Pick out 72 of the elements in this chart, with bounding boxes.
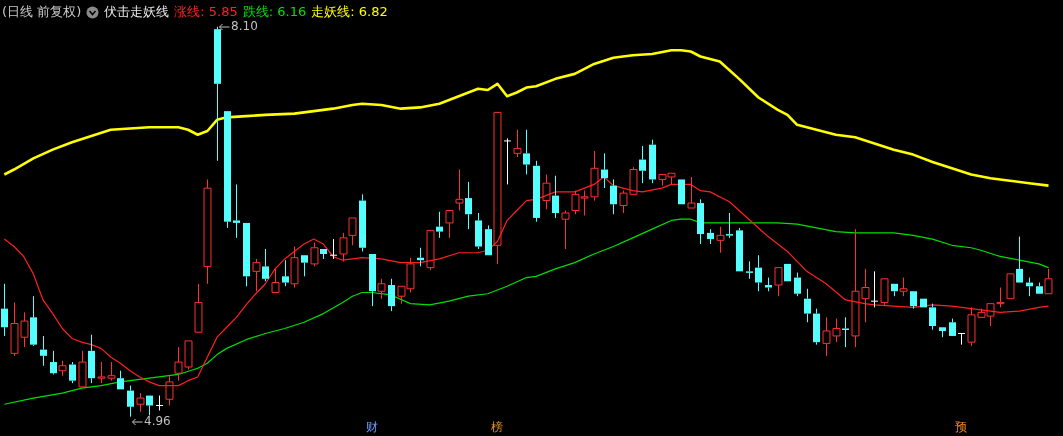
candlestick (552, 175, 559, 219)
candlestick (755, 254, 762, 292)
candlestick (513, 129, 522, 158)
candlestick (503, 137, 512, 185)
candlestick (1016, 236, 1023, 283)
candlestick (301, 255, 308, 277)
candlestick (50, 350, 57, 374)
candlestick (870, 270, 879, 308)
candlestick (146, 395, 153, 416)
annotation: 8.10 (231, 18, 258, 33)
candlestick (746, 260, 753, 280)
candlestick (957, 332, 966, 346)
candlestick (561, 210, 570, 250)
candlestick (891, 283, 898, 297)
candlestick (214, 26, 221, 162)
candlestick (69, 361, 76, 384)
candlestick (485, 224, 492, 256)
candlestick (493, 111, 502, 265)
candlestick (465, 181, 472, 230)
candlestick (716, 226, 725, 254)
candlestick (203, 178, 212, 285)
candlestick (523, 129, 530, 175)
candlestick (30, 295, 37, 345)
candlestick (813, 308, 820, 346)
candlestick (426, 229, 435, 271)
candlestick (794, 272, 801, 297)
chart-subtitle: 伏击走妖线 (104, 3, 170, 21)
candlestick (436, 211, 443, 239)
candlestick (929, 303, 936, 331)
chart-title: (日线 前复权) (2, 3, 82, 21)
candlestick (377, 278, 386, 300)
candlestick (687, 176, 696, 209)
candlestick (533, 160, 540, 223)
candlestick (610, 178, 617, 215)
candlestick (136, 392, 145, 413)
candlestick (117, 370, 124, 390)
candlestick (842, 316, 849, 348)
candlestick (649, 139, 656, 184)
candlestick (88, 334, 95, 384)
candlestick (639, 145, 646, 184)
candlestick (224, 111, 231, 229)
text: 涨线: 5.85 (174, 3, 238, 21)
candlestick (726, 212, 733, 239)
candlestick (127, 385, 134, 418)
candlestick (601, 152, 608, 189)
candlestick (707, 228, 714, 245)
candlestick (58, 360, 67, 377)
candlestick (939, 327, 946, 338)
candlestick (40, 335, 47, 367)
candlestick (736, 227, 743, 272)
candlestick (388, 278, 395, 312)
x-tick-label: 榜 (491, 420, 504, 435)
text: 跌线: 6.16 (242, 3, 307, 21)
candlestick (243, 222, 250, 287)
candlestick (329, 238, 338, 260)
candlestick (369, 253, 376, 307)
candlestick (262, 248, 269, 282)
candlestick (233, 183, 240, 239)
candlestick (804, 288, 811, 323)
annotation: 4.96 (144, 413, 171, 428)
candlestick (475, 212, 482, 250)
candlestick (1, 283, 8, 337)
candlestick (282, 259, 289, 287)
x-tick-label: 预 (955, 420, 968, 435)
candlestick (320, 249, 327, 260)
candlestick (455, 169, 464, 211)
candlestick (359, 193, 366, 252)
candlestick (910, 291, 917, 310)
candlestick (697, 198, 704, 245)
candlestick (765, 277, 772, 292)
text: 走妖线: 6.82 (311, 3, 388, 21)
x-tick-label: 财 (365, 420, 378, 435)
